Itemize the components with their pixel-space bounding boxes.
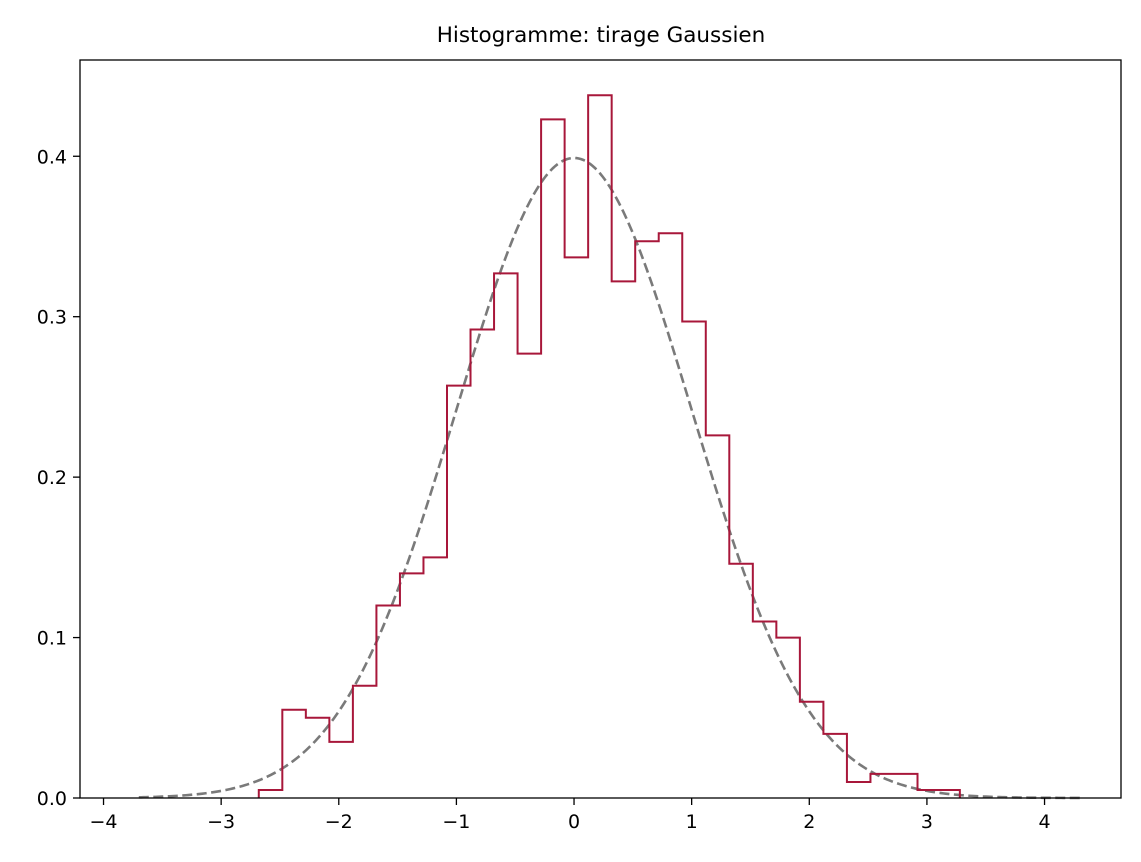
histogram-bin (447, 386, 471, 798)
histogram-bin (306, 718, 330, 798)
histogram-bin (259, 790, 283, 798)
y-tick-label: 0.0 (37, 788, 67, 810)
x-tick-label: 3 (921, 811, 933, 833)
y-tick-label: 0.4 (37, 146, 67, 168)
y-tick-label: 0.1 (37, 628, 67, 650)
histogram-bin (682, 322, 706, 798)
x-tick-label: 1 (686, 811, 698, 833)
histogram-bin (494, 273, 518, 798)
chart-title: Histogramme: tirage Gaussien (437, 23, 766, 48)
histogram-bin (353, 686, 377, 798)
histogram-bin (612, 281, 636, 798)
histogram-bin (894, 774, 918, 798)
x-tick-label: 0 (568, 811, 580, 833)
x-tick-label: 4 (1038, 811, 1050, 833)
histogram-bin (376, 605, 400, 798)
histogram-bin (776, 638, 800, 798)
histogram-bin (565, 257, 589, 798)
histogram-bin (423, 557, 447, 798)
histogram-step-outline (257, 94, 961, 798)
histogram-bin (329, 742, 353, 798)
histogram-bin (400, 573, 424, 798)
x-tick-label: −2 (325, 811, 353, 833)
histogram-bin (870, 774, 894, 798)
y-tick-label: 0.2 (37, 467, 67, 489)
histogram-bin (282, 710, 306, 798)
histogram-bin (659, 233, 683, 798)
histogram-bin (823, 734, 847, 798)
normal-pdf-curve (138, 156, 1080, 800)
x-tick-label: −1 (442, 811, 470, 833)
histogram-bin (918, 790, 942, 798)
histogram-bin (800, 702, 824, 798)
plot-area (138, 94, 1080, 800)
histogram-bin (518, 354, 542, 798)
histogram-bin (541, 119, 565, 798)
histogram-bin (706, 435, 730, 798)
histogram-bin (588, 95, 612, 798)
histogram-bin (753, 622, 777, 798)
axes-frame (79, 59, 1122, 799)
y-axis: 0.0 0.1 0.2 0.3 0.4 (37, 146, 80, 810)
histogram-bin (941, 790, 960, 798)
x-tick-label: 2 (803, 811, 815, 833)
histogram-bin (635, 241, 659, 798)
histogram-bin (471, 330, 495, 798)
histogram-bin (729, 564, 753, 798)
histogram-bin (847, 782, 871, 798)
y-tick-label: 0.3 (37, 307, 67, 329)
x-tick-label: −4 (90, 811, 118, 833)
x-tick-label: −3 (207, 811, 235, 833)
x-axis: −4 −3 −2 −1 0 1 2 3 4 (90, 798, 1051, 833)
